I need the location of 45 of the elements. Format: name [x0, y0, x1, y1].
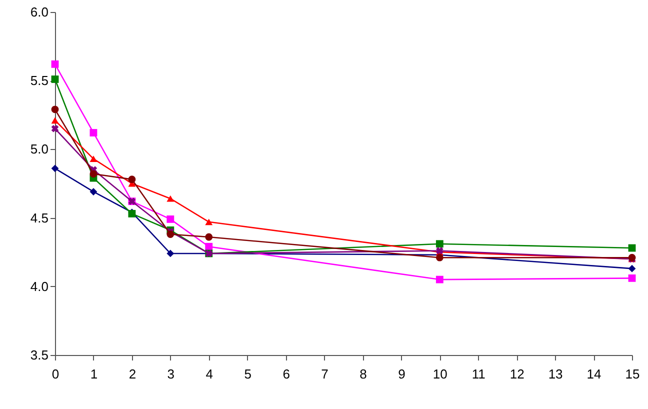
x-tick-label: 12 [510, 366, 524, 382]
x-tick-label: 11 [472, 366, 486, 382]
point [166, 215, 174, 223]
point [205, 242, 213, 250]
point [51, 60, 59, 68]
point [628, 264, 636, 272]
x-tick-label: 2 [128, 366, 136, 382]
x-tick-label: 3 [167, 366, 175, 382]
y-tick-label: 5.5 [30, 73, 48, 88]
point [51, 124, 59, 132]
x-tick-label: 0 [52, 366, 60, 382]
point [51, 76, 59, 83]
x-tick-label: 15 [625, 366, 640, 382]
x-tick-label: 5 [244, 366, 252, 382]
point [436, 240, 444, 248]
point [51, 117, 59, 124]
point [205, 218, 213, 226]
x-tick-label: 9 [398, 366, 406, 382]
point [90, 188, 98, 196]
point [166, 250, 174, 258]
point [628, 274, 636, 282]
point [436, 276, 444, 284]
point [90, 156, 98, 162]
point [436, 254, 444, 262]
point [166, 195, 174, 202]
point [90, 129, 98, 136]
y-tick-label: 5.0 [30, 142, 48, 157]
x-tick-label: 14 [586, 366, 602, 382]
point [51, 164, 59, 172]
x-tick-label: 13 [548, 366, 563, 382]
y-tick-label: 4.0 [30, 278, 48, 294]
point [128, 176, 136, 184]
x-tick-label: 6 [282, 366, 290, 382]
x-tick-label: 1 [90, 366, 98, 382]
y-tick-label: 6.0 [30, 4, 48, 20]
point [51, 106, 59, 114]
point [205, 233, 213, 241]
y-tick-label: 3.5 [30, 348, 48, 362]
x-tick-label: 8 [360, 366, 367, 382]
y-tick-label: 4.5 [30, 210, 48, 226]
x-tick-label: 7 [321, 366, 328, 382]
point [166, 230, 174, 238]
x-tick-label: 4 [206, 366, 213, 382]
x-tick-label: 10 [432, 366, 448, 382]
point [90, 170, 98, 178]
